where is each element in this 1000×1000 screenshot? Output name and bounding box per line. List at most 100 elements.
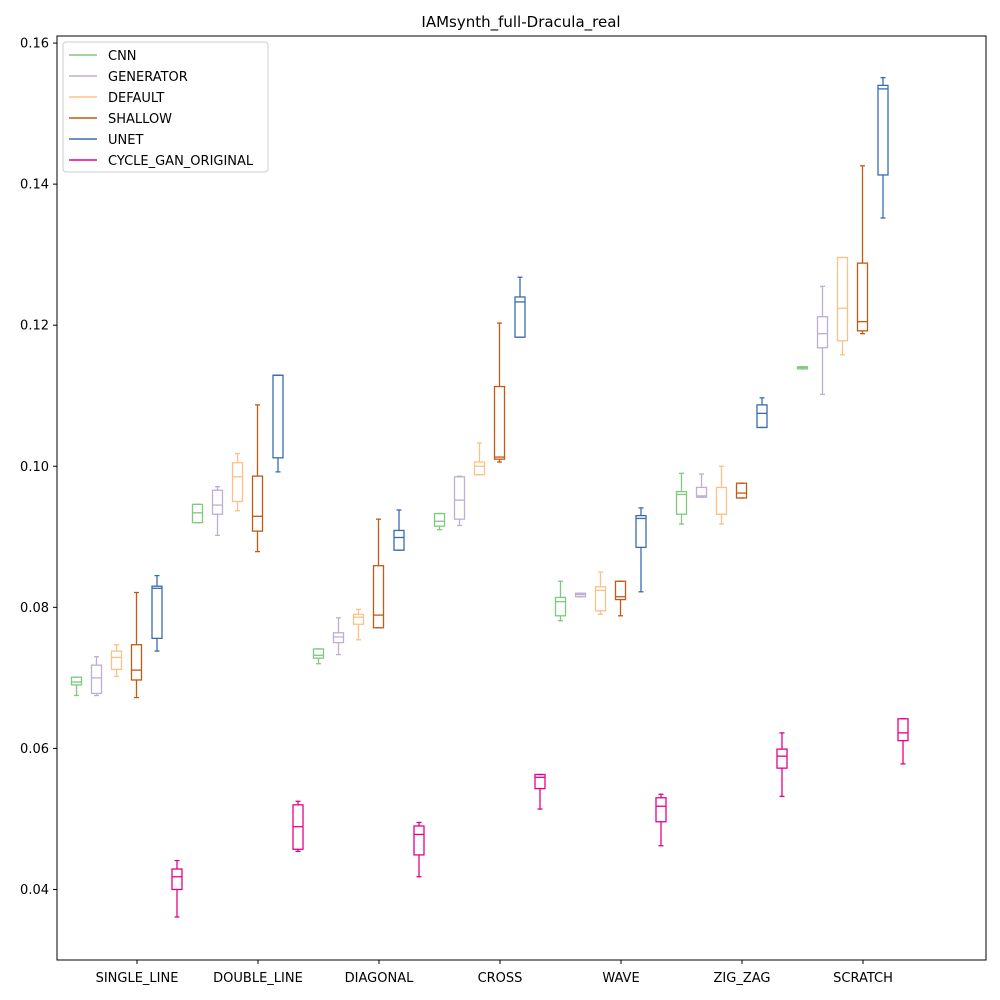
box-body: [756, 404, 768, 429]
box-body: [856, 262, 869, 332]
box-default-single-line: [110, 644, 123, 678]
box-generator-wave: [574, 592, 587, 598]
legend-label: GENERATOR: [108, 70, 188, 85]
box-body: [735, 482, 748, 499]
box-cycle-gan-original-scratch: [897, 718, 909, 765]
box-shallow-wave: [614, 580, 627, 617]
y-tick-label: 0.14: [20, 178, 49, 193]
plot-frame: [56, 35, 987, 961]
box-body: [836, 256, 849, 342]
box-body: [372, 565, 385, 629]
x-tick-label: DIAGONAL: [345, 971, 414, 986]
y-tick-label: 0.12: [20, 319, 49, 334]
box-shallow-zig-zag: [735, 482, 748, 499]
box-body: [594, 586, 607, 612]
box-shallow-diagonal: [372, 518, 385, 629]
box-cycle-gan-original-cross: [534, 773, 546, 810]
box-body: [877, 84, 889, 176]
x-tick-label: SINGLE_LINE: [96, 971, 179, 986]
legend: CNN GENERATOR DEFAULT SHALLOW UNET CYCLE_GAN_…: [62, 41, 269, 173]
box-body: [776, 748, 788, 769]
box-body: [272, 374, 284, 459]
box-unet-single-line: [151, 574, 163, 652]
y-tick-label: 0.10: [20, 460, 49, 475]
box-cnn-zig-zag: [675, 472, 688, 525]
box-cnn-single-line: [70, 676, 83, 697]
box-body: [332, 632, 345, 644]
legend-label: UNET: [108, 133, 143, 148]
x-tick-label: SCRATCH: [833, 971, 893, 986]
box-body: [191, 503, 204, 524]
box-body: [312, 648, 325, 659]
box-body: [655, 797, 667, 823]
box-body: [635, 514, 647, 549]
legend-label: CYCLE_GAN_ORIGINAL: [108, 154, 254, 169]
box-default-cross: [473, 442, 486, 476]
box-cycle-gan-original-zig-zag: [776, 732, 788, 798]
box-unet-scratch: [877, 76, 889, 219]
box-body: [675, 491, 688, 515]
y-tick-label: 0.04: [20, 883, 49, 898]
box-body: [897, 718, 909, 742]
box-body: [393, 529, 405, 551]
axes: 0.04 0.06 0.08 0.10 0.12 0.14 0.16 SINGLE_LINE D…: [20, 35, 987, 986]
box-default-diagonal: [352, 608, 365, 641]
box-shallow-double-line: [251, 404, 264, 553]
box-body: [695, 486, 708, 498]
box-cycle-gan-original-double-line: [292, 800, 304, 853]
box-cycle-gan-original-diagonal: [413, 821, 425, 878]
box-body: [211, 489, 224, 515]
legend-label: CNN: [108, 49, 137, 64]
legend-box: [62, 41, 269, 173]
box-body: [715, 486, 728, 515]
box-unet-double-line: [272, 374, 284, 473]
box-shallow-scratch: [856, 165, 869, 335]
box-body: [90, 664, 103, 695]
box-body: [70, 676, 83, 686]
box-unet-wave: [635, 507, 647, 593]
box-body: [816, 316, 829, 349]
box-cnn-wave: [554, 580, 567, 622]
box-generator-double-line: [211, 486, 224, 537]
box-default-double-line: [231, 452, 244, 512]
legend-label: SHALLOW: [108, 112, 172, 127]
box-body: [110, 650, 123, 671]
box-default-wave: [594, 571, 607, 616]
box-generator-single-line: [90, 656, 103, 697]
box-body: [453, 476, 466, 520]
box-cycle-gan-original-wave: [655, 793, 667, 847]
chart-title: IAMsynth_full-Dracula_real: [421, 13, 620, 32]
x-tick-label: ZIG_ZAG: [714, 971, 771, 986]
box-body: [514, 296, 526, 338]
box-default-zig-zag: [715, 465, 728, 525]
box-body: [251, 475, 264, 532]
box-body: [433, 512, 446, 527]
box-body: [151, 585, 163, 640]
box-body: [554, 596, 567, 617]
box-default-scratch: [836, 256, 849, 356]
box-unet-zig-zag: [756, 397, 768, 429]
box-cnn-scratch: [796, 366, 809, 370]
plot-area: [70, 76, 909, 918]
x-tick-label: CROSS: [478, 971, 523, 986]
y-tick-label: 0.06: [20, 742, 49, 757]
box-body: [534, 773, 546, 790]
box-unet-diagonal: [393, 509, 405, 551]
box-shallow-single-line: [130, 591, 143, 699]
box-body: [473, 461, 486, 476]
box-unet-cross: [514, 276, 526, 338]
box-body: [130, 644, 143, 681]
y-tick-label: 0.08: [20, 601, 49, 616]
box-generator-scratch: [816, 285, 829, 395]
legend-label: DEFAULT: [108, 91, 164, 106]
box-body: [413, 825, 425, 856]
box-shallow-cross: [493, 322, 506, 463]
box-cnn-diagonal: [312, 648, 325, 665]
box-cnn-cross: [433, 512, 446, 531]
box-generator-diagonal: [332, 617, 345, 656]
box-generator-zig-zag: [695, 473, 708, 498]
box-body: [493, 385, 506, 460]
box-body: [231, 462, 244, 503]
box-body: [614, 580, 627, 601]
box-cnn-double-line: [191, 503, 204, 524]
